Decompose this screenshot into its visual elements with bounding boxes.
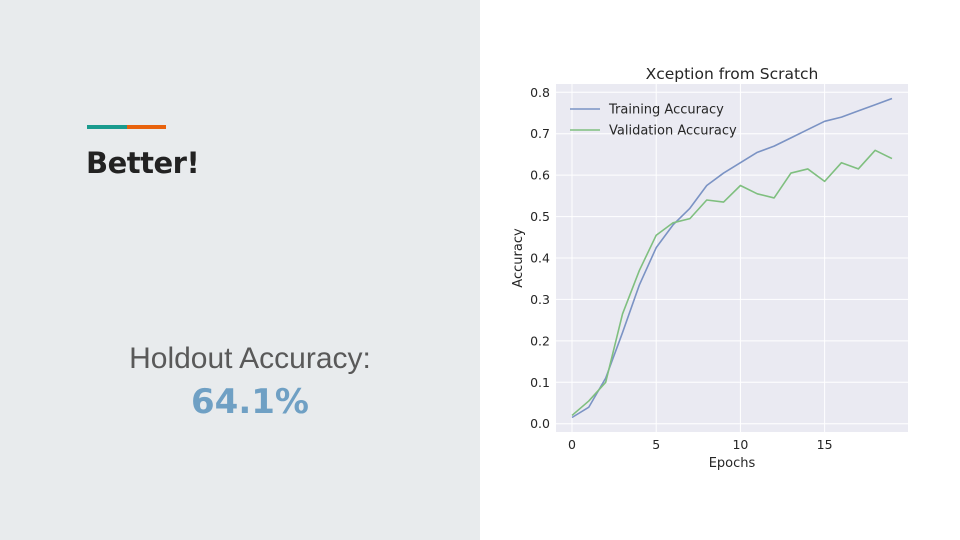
left-panel: Better! Holdout Accuracy: 64.1% bbox=[0, 0, 480, 540]
legend-label: Validation Accuracy bbox=[609, 124, 737, 139]
y-axis-label: Accuracy bbox=[511, 228, 526, 288]
y-tick-label: 0.7 bbox=[530, 126, 550, 141]
holdout-accuracy-value: 64.1% bbox=[191, 382, 309, 422]
holdout-accuracy-label: Holdout Accuracy: bbox=[129, 342, 371, 375]
series-line-validation bbox=[571, 149, 893, 417]
x-tick-label: 10 bbox=[732, 437, 748, 452]
accent-bar-teal bbox=[87, 125, 127, 129]
accent-bar-orange bbox=[127, 125, 166, 129]
slide-title: Better! bbox=[86, 146, 200, 180]
gridlines bbox=[556, 84, 908, 432]
y-tick-label: 0.0 bbox=[530, 416, 550, 431]
y-tick-label: 0.4 bbox=[530, 251, 550, 266]
y-tick-label: 0.1 bbox=[530, 375, 550, 390]
accuracy-chart-svg: 0 5 10 15 0.0 0.1 0.2 0.3 0.4 0.5 0.6 0.7 0.8 Xcepti… bbox=[511, 65, 908, 471]
chart-title: Xception from Scratch bbox=[646, 65, 819, 83]
legend-label: Training Accuracy bbox=[608, 103, 724, 118]
x-tick-label: 15 bbox=[817, 437, 833, 452]
tick-labels: 0 5 10 15 0.0 0.1 0.2 0.3 0.4 0.5 0.6 0.7 0.8 bbox=[530, 85, 832, 452]
y-tick-label: 0.3 bbox=[530, 292, 550, 307]
y-tick-label: 0.6 bbox=[530, 168, 550, 183]
y-tick-label: 0.8 bbox=[530, 85, 550, 100]
y-tick-label: 0.2 bbox=[530, 333, 550, 348]
y-tick-label: 0.5 bbox=[530, 209, 550, 224]
x-axis-label: Epochs bbox=[709, 456, 756, 471]
x-tick-label: 0 bbox=[568, 437, 576, 452]
series-lines bbox=[571, 97, 893, 419]
series-line-training bbox=[571, 97, 893, 419]
x-tick-label: 5 bbox=[652, 437, 660, 452]
chart-legend: Training Accuracy Validation Accuracy bbox=[570, 103, 737, 139]
accuracy-chart: 0 5 10 15 0.0 0.1 0.2 0.3 0.4 0.5 0.6 0.7 0.8 Xcepti… bbox=[490, 60, 930, 480]
